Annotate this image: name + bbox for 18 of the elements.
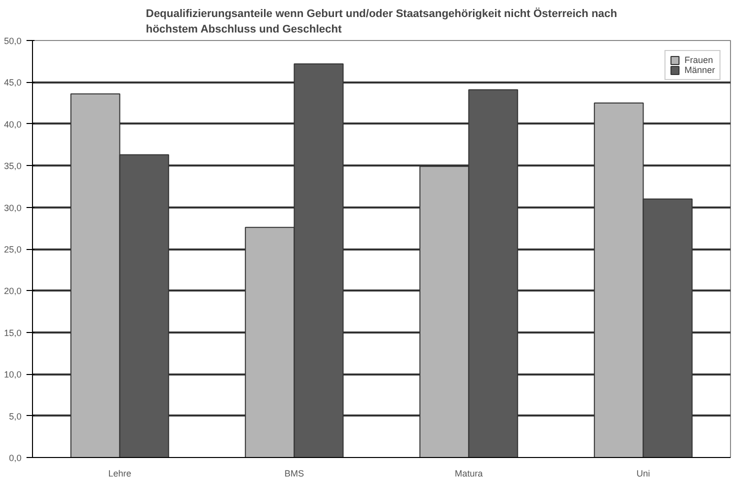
y-tick-label: 30,0 bbox=[4, 202, 22, 213]
y-tick-label: 15,0 bbox=[4, 328, 22, 338]
x-tick-label: Uni bbox=[636, 468, 650, 478]
y-tick-label: 45,0 bbox=[4, 78, 22, 88]
y-tick-label: 25,0 bbox=[4, 244, 22, 254]
y-tick-label: 0,0 bbox=[8, 453, 22, 463]
legend-label: Frauen bbox=[684, 55, 714, 65]
y-tick-label: 10,0 bbox=[4, 370, 22, 380]
y-tick-label: 35,0 bbox=[4, 161, 22, 172]
chart-title: Dequalifizierungsanteile wenn Geburt und/oder Staatsangehörigkeit nicht Österreich nach höchstem Abschluss und Geschlecht bbox=[146, 6, 618, 36]
x-tick-label: Lehre bbox=[108, 468, 132, 478]
x-tick-label: Matura bbox=[454, 468, 483, 478]
y-tick-label: 40,0 bbox=[4, 119, 22, 130]
y-tick-label: 5,0 bbox=[8, 411, 22, 422]
x-tick-label: BMS bbox=[284, 468, 304, 478]
y-tick-label: 50,0 bbox=[4, 36, 22, 46]
y-tick-label: 20,0 bbox=[4, 286, 22, 296]
legend-label: Männer bbox=[684, 65, 715, 75]
